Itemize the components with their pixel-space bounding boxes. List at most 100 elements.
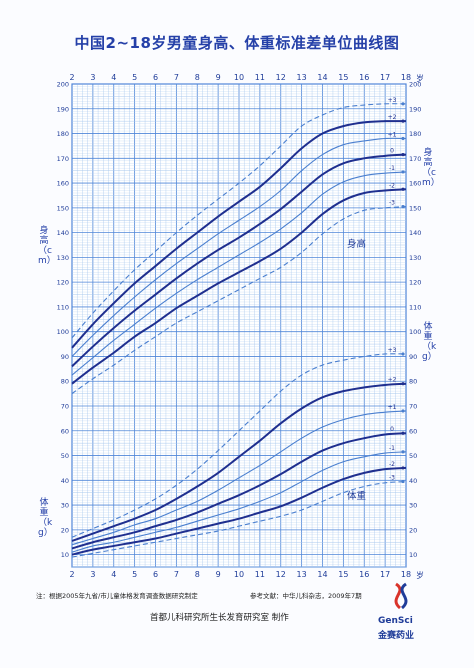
weight-sd-dot-plus1 [401,409,405,413]
footnote-source: 注：根据2005年九省/市儿童体格发育调查数据研究制定 [36,592,198,600]
age-tick-bottom: 16 [359,570,369,579]
y-tick-right: 150 [409,204,421,212]
age-unit-top: 岁 [416,73,424,83]
height-curve-plus1 [71,137,407,357]
y-tick-right: 30 [409,502,417,510]
y-tick-right: 70 [409,403,417,411]
height-curve-plus3 [71,103,407,339]
height-sd-dot-0 [401,152,405,157]
weight-sd-label-plus1: +1 [388,404,397,411]
age-tick-bottom: 2 [69,570,74,579]
y-tick-left: 130 [57,254,69,262]
height-curve-minus3 [71,206,407,395]
height-sd-dot-plus1 [401,136,405,141]
y-tick-left: 30 [61,502,69,510]
weight-axis-label-right: 体重（kg） [422,322,437,362]
weight-axis-label-left: 体重（kg） [38,498,53,538]
height-curve-0 [71,153,407,368]
height-sd-label-minus2: -2 [389,182,395,189]
height-sd-label-plus3: +3 [388,97,397,104]
brand-name-en: GenSci [378,616,413,626]
age-tick-top: 9 [216,73,221,82]
y-tick-right: 140 [409,229,421,237]
age-tick-top: 7 [174,73,179,82]
brand-name-cn: 金赛药业 [378,631,415,641]
weight-curve-plus1 [71,410,407,546]
height-sd-label-0: 0 [390,148,394,155]
height-sd-label-minus1: -1 [389,165,395,172]
y-tick-right: 130 [409,254,421,262]
y-tick-right: 110 [409,303,421,311]
weight-sd-dot-minus2 [401,466,405,470]
age-tick-top: 10 [234,73,244,82]
y-tick-left: 100 [57,328,69,336]
y-tick-left: 20 [61,526,69,534]
weight-sd-label-plus2: +2 [388,377,397,384]
height-sd-dot-minus3 [401,205,405,209]
weight-sd-label-plus3: +3 [388,347,397,354]
y-tick-right: 160 [409,180,421,188]
y-tick-right: 50 [409,452,417,460]
height-curve-plus2 [71,120,407,349]
age-tick-top: 4 [111,73,116,82]
age-tick-top: 2 [69,73,74,82]
grid [71,83,407,568]
height-curve-minus2 [71,188,407,385]
weight-sd-label-0: 0 [390,426,394,433]
y-tick-right: 100 [409,328,421,336]
y-tick-right: 40 [409,477,417,485]
y-tick-right: 10 [409,551,417,559]
y-tick-left: 40 [61,477,69,485]
age-tick-bottom: 6 [153,570,158,579]
weight-sd-label-minus2: -2 [389,461,395,468]
age-tick-bottom: 9 [216,570,221,579]
age-tick-top: 15 [338,73,348,82]
age-tick-top: 13 [297,73,307,82]
y-tick-left: 10 [61,551,69,559]
height-sd-dot-minus1 [401,170,405,174]
age-tick-top: 12 [276,73,286,82]
y-tick-right: 180 [409,130,421,138]
height-sd-dot-plus3 [401,102,405,106]
age-tick-top: 5 [132,73,137,82]
y-tick-left: 190 [57,105,69,113]
y-tick-right: 190 [409,105,421,113]
age-tick-bottom: 5 [132,570,137,579]
gensci-logo-icon [394,582,408,610]
height-sd-dot-plus2 [401,119,405,123]
age-tick-bottom: 13 [297,570,307,579]
y-tick-left: 150 [57,204,69,212]
curves [71,103,407,558]
age-tick-bottom: 10 [234,570,244,579]
height-sd-dot-minus2 [401,187,405,191]
age-tick-top: 8 [195,73,200,82]
age-tick-bottom: 12 [276,570,286,579]
weight-sd-label-minus1: -1 [389,445,395,452]
age-tick-top: 18 [401,73,411,82]
y-tick-right: 20 [409,526,417,534]
y-tick-right: 170 [409,155,421,163]
weight-curve-plus2 [71,382,407,542]
weight-sd-dot-minus1 [401,450,405,454]
weight-sd-dot-0 [401,431,405,435]
height-annotation: 身高 [347,238,366,250]
weight-sd-dot-plus2 [401,382,405,386]
age-tick-top: 3 [90,73,95,82]
height-axis-label-left: 身高（cm） [38,226,56,266]
age-tick-top: 17 [380,73,390,82]
weight-curve-0 [71,432,407,550]
weight-sd-dot-plus3 [401,352,405,356]
height-axis-label-right: 身高（cm） [422,148,440,188]
y-tick-right: 60 [409,427,417,435]
credit-line: 首都儿科研究所生长发育研究室 制作 [150,613,289,623]
y-tick-left: 90 [61,353,69,361]
y-tick-left: 110 [57,303,69,311]
weight-curve-minus3 [71,481,407,558]
weight-sd-dot-minus3 [401,479,405,484]
y-tick-left: 50 [61,452,69,460]
y-tick-right: 120 [409,279,421,287]
height-sd-label-plus1: +1 [388,131,397,138]
